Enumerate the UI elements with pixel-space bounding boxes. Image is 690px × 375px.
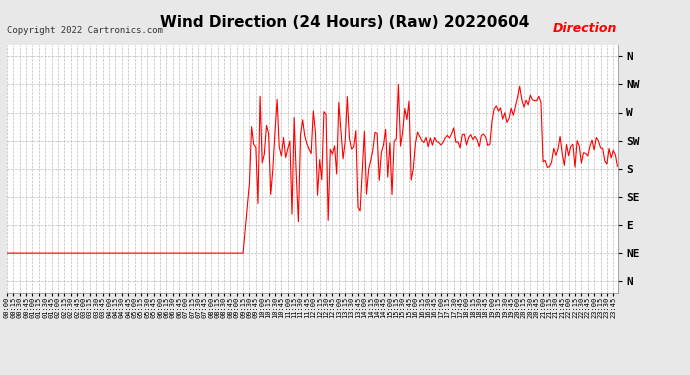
Text: Direction: Direction bbox=[553, 22, 618, 35]
Text: Copyright 2022 Cartronics.com: Copyright 2022 Cartronics.com bbox=[7, 26, 163, 35]
Text: Wind Direction (24 Hours) (Raw) 20220604: Wind Direction (24 Hours) (Raw) 20220604 bbox=[160, 15, 530, 30]
